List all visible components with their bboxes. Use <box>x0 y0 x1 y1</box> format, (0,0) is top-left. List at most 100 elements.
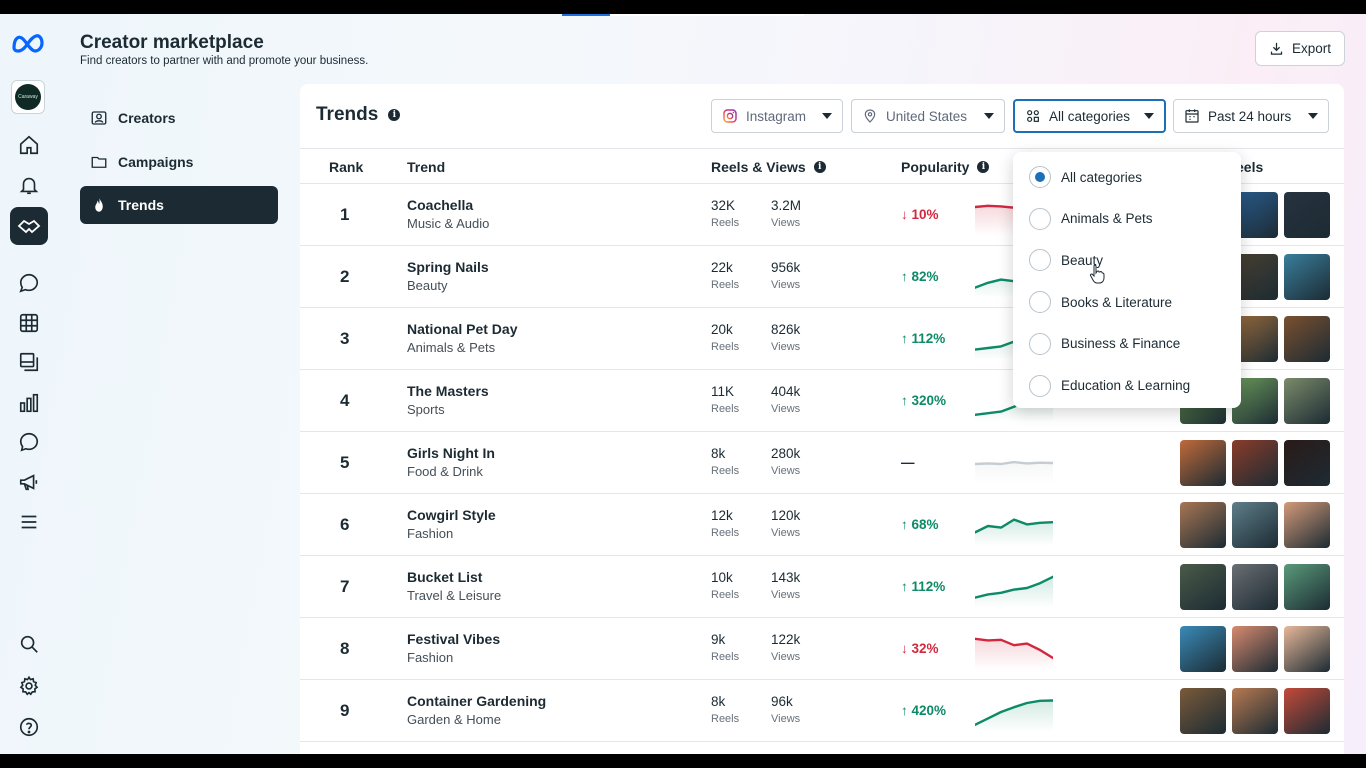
col-rank[interactable]: Rank <box>329 159 364 175</box>
chevron-down-icon <box>1144 113 1154 119</box>
help-icon[interactable] <box>14 712 44 742</box>
col-reels[interactable]: eels <box>1236 159 1264 175</box>
views-count: 122k <box>771 632 801 647</box>
insights-icon[interactable] <box>14 388 44 418</box>
trend-name[interactable]: The Masters <box>407 383 489 399</box>
trend-name[interactable]: Bucket List <box>407 569 483 585</box>
popularity-sparkline <box>975 460 1053 484</box>
subnav-campaigns[interactable]: Campaigns <box>80 143 278 181</box>
account-avatar[interactable]: Caraway <box>11 80 45 114</box>
trend-name[interactable]: Cowgirl Style <box>407 507 496 523</box>
home-icon[interactable] <box>14 130 44 160</box>
search-icon[interactable] <box>14 629 44 659</box>
subnav-creators[interactable]: Creators <box>80 99 278 137</box>
popularity-change: ↑ 112% <box>901 579 946 594</box>
meta-logo-icon[interactable] <box>10 30 48 56</box>
reel-thumbnail[interactable] <box>1180 502 1226 548</box>
trend-name[interactable]: Container Gardening <box>407 693 547 709</box>
subnav-trends[interactable]: Trends <box>80 186 278 224</box>
category-dropdown-menu: All categories Animals & Pets Beauty Books … <box>1013 152 1241 408</box>
radio-button[interactable] <box>1029 207 1051 230</box>
reels-label: Reels <box>711 465 740 477</box>
popularity-change: ↓ 32% <box>901 641 939 656</box>
gear-icon[interactable] <box>14 671 44 701</box>
reel-thumbnail[interactable] <box>1180 688 1226 734</box>
bell-icon[interactable] <box>14 170 44 200</box>
reels-label: Reels <box>711 651 740 663</box>
views-label: Views <box>771 651 801 663</box>
col-popularity[interactable]: Popularity i <box>901 159 990 175</box>
radio-button[interactable] <box>1029 249 1051 272</box>
reel-thumbnail[interactable] <box>1232 564 1278 610</box>
table-row[interactable]: 8 Festival Vibes Fashion 9k Reels 122k Views ↓ … <box>300 618 1344 680</box>
trend-name[interactable]: Festival Vibes <box>407 631 501 647</box>
category-option-label: Books & Literature <box>1061 294 1173 310</box>
radio-button[interactable] <box>1029 374 1051 397</box>
chevron-down-icon <box>1308 113 1318 119</box>
reel-thumbnails <box>1180 564 1330 610</box>
radio-button[interactable] <box>1029 166 1051 188</box>
reel-thumbnail[interactable] <box>1284 626 1330 672</box>
reel-thumbnail[interactable] <box>1232 688 1278 734</box>
reel-thumbnail[interactable] <box>1180 564 1226 610</box>
pages-icon[interactable] <box>14 347 44 377</box>
category-option[interactable]: Education & Learning <box>1029 374 1190 398</box>
chat-icon[interactable] <box>14 268 44 298</box>
trend-rank: 4 <box>340 391 350 410</box>
hand-cursor-icon <box>1089 264 1105 284</box>
period-filter-value: Past 24 hours <box>1208 108 1292 124</box>
col-reels-views[interactable]: Reels & Views i <box>711 159 826 175</box>
reel-thumbnail[interactable] <box>1284 440 1330 486</box>
trend-name[interactable]: Girls Night In <box>407 445 495 461</box>
radio-button[interactable] <box>1029 291 1051 314</box>
category-filter[interactable]: All categories <box>1013 99 1166 133</box>
radio-button[interactable] <box>1029 332 1051 355</box>
table-row[interactable]: 5 Girls Night In Food & Drink 8k Reels 280k Vi… <box>300 432 1344 494</box>
category-option[interactable]: Books & Literature <box>1029 290 1172 314</box>
reel-thumbnail[interactable] <box>1232 440 1278 486</box>
info-icon[interactable]: i <box>977 161 990 173</box>
handshake-icon[interactable] <box>10 207 48 245</box>
reel-thumbnail[interactable] <box>1284 502 1330 548</box>
views-label: Views <box>771 341 801 353</box>
views-label: Views <box>771 527 801 539</box>
comment-icon[interactable] <box>14 427 44 457</box>
reel-thumbnail[interactable] <box>1232 626 1278 672</box>
col-trend[interactable]: Trend <box>407 159 446 175</box>
trend-name[interactable]: Spring Nails <box>407 259 489 275</box>
reel-thumbnail[interactable] <box>1180 440 1226 486</box>
info-icon[interactable]: i <box>813 161 826 173</box>
reels-label: Reels <box>711 341 740 353</box>
trend-name[interactable]: Coachella <box>407 197 474 213</box>
country-filter[interactable]: United States <box>851 99 1005 133</box>
trend-name[interactable]: National Pet Day <box>407 321 518 337</box>
export-button[interactable]: Export <box>1255 31 1345 66</box>
reel-thumbnail[interactable] <box>1284 316 1330 362</box>
reel-thumbnail[interactable] <box>1284 688 1330 734</box>
platform-filter-value: Instagram <box>746 108 807 124</box>
reel-thumbnail[interactable] <box>1232 502 1278 548</box>
views-label: Views <box>771 589 801 601</box>
category-option[interactable]: All categories <box>1029 165 1142 189</box>
category-option[interactable]: Beauty <box>1029 248 1103 272</box>
category-option[interactable]: Business & Finance <box>1029 332 1180 356</box>
popularity-change: ↑ 320% <box>901 393 947 408</box>
table-row[interactable]: 9 Container Gardening Garden & Home 8k Reels… <box>300 680 1344 742</box>
reel-thumbnail[interactable] <box>1284 192 1330 238</box>
reel-thumbnail[interactable] <box>1180 626 1226 672</box>
reels-count: 9k <box>711 632 726 647</box>
chevron-down-icon <box>984 113 994 119</box>
table-row[interactable]: 7 Bucket List Travel & Leisure 10k Reels 143k… <box>300 556 1344 618</box>
period-filter[interactable]: Past 24 hours <box>1173 99 1329 133</box>
reel-thumbnail[interactable] <box>1284 254 1330 300</box>
megaphone-icon[interactable] <box>14 467 44 497</box>
reel-thumbnail[interactable] <box>1284 564 1330 610</box>
menu-icon[interactable] <box>14 507 44 537</box>
platform-filter[interactable]: Instagram <box>711 99 843 133</box>
info-icon[interactable]: i <box>388 109 401 121</box>
reel-thumbnail[interactable] <box>1284 378 1330 424</box>
table-row[interactable]: 6 Cowgirl Style Fashion 12k Reels 120k Views ↑ … <box>300 494 1344 556</box>
table-icon[interactable] <box>14 308 44 338</box>
reels-count: 12k <box>711 508 733 523</box>
category-option[interactable]: Animals & Pets <box>1029 207 1153 231</box>
